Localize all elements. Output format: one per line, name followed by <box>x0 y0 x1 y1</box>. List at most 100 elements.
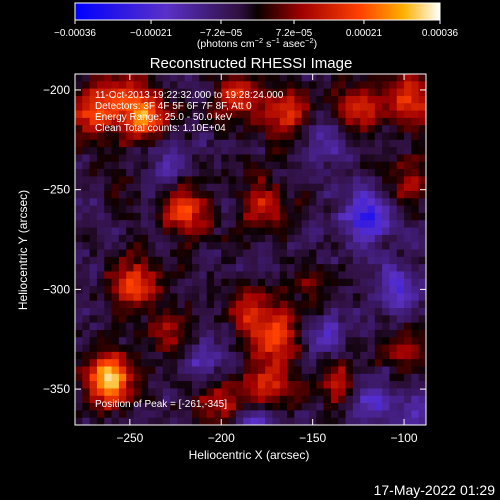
heatmap-cell <box>177 417 186 425</box>
heatmap-cell <box>250 373 259 382</box>
heatmap-cell <box>213 264 222 273</box>
heatmap-cell <box>272 410 281 419</box>
heatmap-cell <box>330 366 339 375</box>
heatmap-cell <box>118 191 127 199</box>
heatmap-cell <box>111 359 120 368</box>
heatmap-cell <box>382 286 391 294</box>
heatmap-cell <box>75 227 83 236</box>
heatmap-cell <box>257 388 266 397</box>
heatmap-cell <box>199 373 208 382</box>
heatmap-cell <box>75 161 83 170</box>
heatmap-cell <box>235 110 244 119</box>
heatmap-cell <box>96 308 105 316</box>
heatmap-cell <box>104 169 113 177</box>
heatmap-cell <box>360 198 369 207</box>
heatmap-cell <box>199 271 208 280</box>
heatmap-cell <box>206 286 215 294</box>
heatmap-cell <box>118 249 127 258</box>
heatmap-cell <box>396 205 405 214</box>
heatmap-cell <box>118 125 127 134</box>
heatmap-cell <box>206 395 215 404</box>
heatmap-cell <box>367 117 376 126</box>
annotation-line: 11-Oct-2013 19:22:32.000 to 19:28:24.000 <box>95 90 284 101</box>
heatmap-cell <box>206 337 215 346</box>
heatmap-cell <box>235 234 244 243</box>
heatmap-cell <box>418 227 426 236</box>
heatmap-cell <box>104 125 113 134</box>
heatmap-cell <box>389 220 398 229</box>
heatmap-cell <box>155 220 164 229</box>
heatmap-cell <box>111 139 120 148</box>
heatmap-cell <box>396 381 405 390</box>
heatmap-cell <box>367 234 376 243</box>
heatmap-cell <box>155 308 164 316</box>
heatmap-cell <box>316 205 325 214</box>
heatmap-cell <box>330 359 339 368</box>
heatmap-cell <box>257 161 266 170</box>
heatmap-cell <box>140 359 149 368</box>
heatmap-cell <box>265 315 274 324</box>
heatmap-cell <box>148 183 157 192</box>
heatmap-cell <box>162 388 171 397</box>
heatmap-cell <box>309 183 317 192</box>
heatmap-cell <box>213 132 222 141</box>
heatmap-cell <box>177 147 186 156</box>
heatmap-cell <box>418 220 426 229</box>
heatmap-cell <box>330 381 339 390</box>
heatmap-cell <box>272 154 281 163</box>
heatmap-cell <box>228 139 237 148</box>
heatmap-cell <box>104 388 113 397</box>
heatmap-cell <box>367 88 376 97</box>
heatmap-cell <box>126 161 135 170</box>
heatmap-cell <box>104 95 113 104</box>
heatmap-cell <box>213 256 222 265</box>
heatmap-cell <box>213 88 222 97</box>
heatmap-cell <box>257 308 266 316</box>
heatmap-cell <box>184 205 193 214</box>
heatmap-cell <box>389 410 398 419</box>
heatmap-cell <box>148 191 157 199</box>
heatmap-cell <box>184 198 193 207</box>
heatmap-cell <box>338 117 347 126</box>
heatmap-cell <box>243 410 252 419</box>
heatmap-cell <box>294 322 303 331</box>
heatmap-cell <box>199 95 208 104</box>
heatmap-cell <box>82 403 91 411</box>
heatmap-cell <box>82 351 91 360</box>
heatmap-cell <box>367 249 376 258</box>
heatmap-cell <box>155 147 164 156</box>
heatmap-cell <box>96 139 105 148</box>
heatmap-cell <box>170 300 178 309</box>
heatmap-cell <box>330 293 339 302</box>
heatmap-cell <box>221 161 230 170</box>
heatmap-cell <box>396 74 405 82</box>
heatmap-cell <box>177 212 186 221</box>
heatmap-cell <box>82 161 91 170</box>
heatmap-cell <box>96 278 105 287</box>
heatmap-cell <box>118 220 127 229</box>
heatmap-cell <box>389 300 398 309</box>
heatmap-cell <box>374 366 383 375</box>
heatmap-cell <box>177 88 186 97</box>
heatmap-cell <box>75 403 83 411</box>
heatmap-cell <box>199 242 208 251</box>
heatmap-cell <box>235 271 244 280</box>
heatmap-cell <box>396 278 405 287</box>
heatmap-cell <box>177 278 186 287</box>
heatmap-cell <box>309 256 317 265</box>
heatmap-cell <box>396 293 405 302</box>
heatmap-cell <box>360 132 369 141</box>
x-axis-label: Heliocentric X (arcsec) <box>189 448 310 462</box>
heatmap-cell <box>374 403 383 411</box>
heatmap-cell <box>294 103 303 112</box>
heatmap-cell <box>89 154 98 163</box>
heatmap-cell <box>338 205 347 214</box>
heatmap-cell <box>418 256 426 265</box>
heatmap-cell <box>96 256 105 265</box>
heatmap-cell <box>352 161 361 170</box>
heatmap-cell <box>265 344 274 353</box>
heatmap-cell <box>330 395 339 404</box>
heatmap-cell <box>279 395 288 404</box>
heatmap-cell <box>89 373 98 382</box>
heatmap-cell <box>213 198 222 207</box>
